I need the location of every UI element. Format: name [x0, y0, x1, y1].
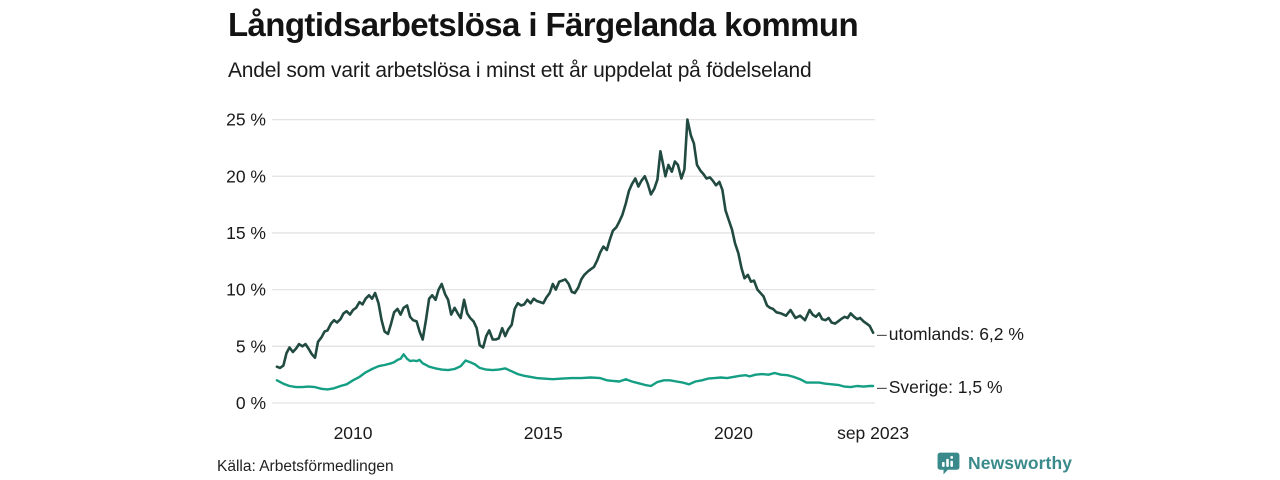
series-end-label-sverige: – Sverige: 1,5 %	[877, 376, 1003, 398]
newsworthy-chart-bubble-icon	[937, 452, 960, 475]
label-tick-dash: –	[877, 324, 887, 344]
series-end-label-text: Sverige: 1,5 %	[888, 377, 1003, 397]
label-tick-dash: –	[877, 377, 887, 397]
y-tick-label: 10 %	[226, 280, 266, 300]
y-tick-label: 25 %	[226, 110, 266, 130]
chart-title: Långtidsarbetslösa i Färgelanda kommun	[228, 6, 859, 43]
source-note: Källa: Arbetsförmedlingen	[217, 458, 394, 475]
newsworthy-logo: Newsworthy	[936, 451, 1072, 476]
x-tick-label: 2020	[714, 423, 753, 443]
y-tick-label: 20 %	[226, 166, 266, 186]
y-tick-label: 0 %	[236, 393, 266, 413]
x-tick-label: 2010	[334, 423, 373, 443]
x-tick-label: sep 2023	[837, 423, 909, 443]
series-end-label-utomlands: – utomlands: 6,2 %	[877, 323, 1024, 345]
chart-subtitle: Andel som varit arbetslösa i minst ett å…	[228, 59, 812, 82]
series-line-Sverige	[275, 353, 875, 391]
series-line-utomlands	[275, 118, 875, 370]
series-end-label-text: utomlands: 6,2 %	[888, 324, 1024, 344]
newsworthy-wordmark: Newsworthy	[968, 453, 1073, 473]
x-tick-label: 2015	[524, 423, 563, 443]
y-tick-label: 5 %	[236, 336, 266, 356]
y-tick-label: 15 %	[226, 223, 266, 243]
